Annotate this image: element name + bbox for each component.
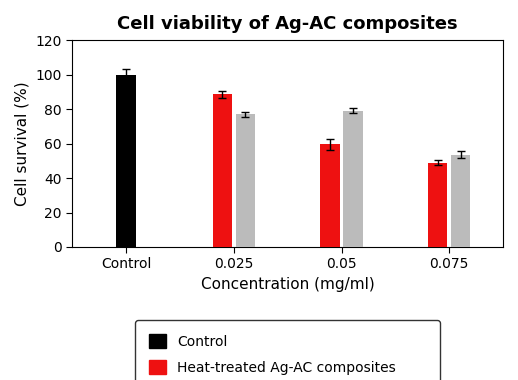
Bar: [320, 144, 340, 247]
Bar: [117, 74, 136, 247]
Bar: [236, 114, 255, 247]
X-axis label: Concentration (mg/ml): Concentration (mg/ml): [201, 277, 375, 292]
Bar: [428, 163, 447, 247]
Bar: [212, 94, 232, 247]
Y-axis label: Cell survival (%): Cell survival (%): [15, 81, 30, 206]
Bar: [343, 111, 363, 247]
Legend: Control, Heat-treated Ag-AC composites, Non heat-treated Ag-AC composites: Control, Heat-treated Ag-AC composites, …: [135, 320, 440, 380]
Bar: [451, 155, 470, 247]
Title: Cell viability of Ag-AC composites: Cell viability of Ag-AC composites: [118, 15, 458, 33]
